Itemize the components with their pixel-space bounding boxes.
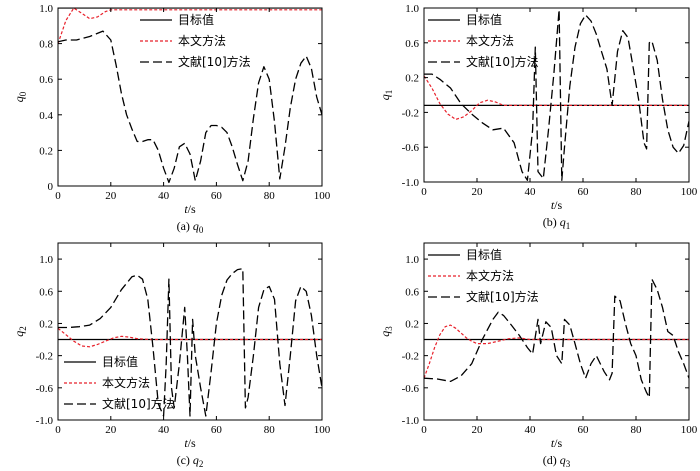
- x-axis-label: t/s: [184, 436, 196, 450]
- y-tick-label: 0.2: [405, 73, 419, 85]
- series-line-q0-2: [58, 30, 322, 184]
- legend-label: 目标值: [466, 12, 502, 27]
- series-line-q3-2: [424, 278, 689, 399]
- y-tick-label: -1.0: [402, 177, 420, 189]
- y-tick-label: -0.2: [36, 351, 53, 363]
- x-tick-label: 40: [158, 190, 170, 202]
- legend-label: 本文方法: [466, 268, 514, 283]
- y-tick-label: 0.6: [405, 286, 419, 298]
- legend-label: 目标值: [178, 12, 214, 27]
- y-tick-label: -0.2: [402, 107, 419, 119]
- series-line-q0-1: [58, 8, 322, 44]
- x-tick-label: 80: [264, 424, 276, 436]
- x-tick-label: 0: [55, 190, 61, 202]
- y-axis-label: q2: [12, 326, 28, 337]
- x-tick-label: 60: [578, 186, 590, 198]
- y-tick-label: 1.0: [405, 254, 419, 266]
- x-tick-label: 100: [681, 186, 698, 198]
- x-tick-label: 20: [105, 424, 117, 436]
- x-tick-label: 100: [314, 190, 331, 202]
- subplot-caption: (d) q3: [543, 453, 571, 469]
- y-tick-label: 0.2: [39, 318, 53, 330]
- legend-label: 本文方法: [178, 33, 226, 48]
- subplot-q3: 0 20 40 60 80 100 -1.0 -0.6 -0.2 0.2 0.6 1.0 t/s q3 (d…: [378, 242, 698, 469]
- x-tick-label: 60: [578, 424, 590, 436]
- x-tick-label: 0: [55, 424, 61, 436]
- legend-label: 本文方法: [102, 375, 150, 390]
- y-tick-label: 1.0: [39, 3, 53, 15]
- x-tick-label: 60: [211, 424, 223, 436]
- x-tick-label: 40: [525, 424, 537, 436]
- y-axis-label: q0: [12, 91, 28, 102]
- y-tick-label: 0.6: [39, 286, 53, 298]
- x-tick-label: 80: [631, 186, 643, 198]
- x-tick-label: 100: [681, 424, 698, 436]
- y-tick-label: 0.6: [39, 74, 53, 86]
- x-tick-label: 20: [105, 190, 117, 202]
- y-axis-label: q3: [378, 326, 394, 337]
- series-group: [58, 268, 322, 417]
- y-tick-label: 0.8: [39, 39, 53, 51]
- subplot-caption: (a) q0: [177, 219, 204, 235]
- series-line-q1-2: [424, 9, 689, 181]
- legend-label: 本文方法: [466, 33, 514, 48]
- series-line-q2-1: [58, 327, 322, 348]
- series-group: [424, 278, 689, 399]
- legend-label: 目标值: [466, 247, 502, 262]
- x-tick-label: 20: [472, 186, 484, 198]
- x-tick-label: 20: [472, 424, 484, 436]
- x-axis-label: t/s: [184, 202, 196, 216]
- y-tick-label: -1.0: [402, 415, 420, 427]
- legend-label: 文献[10]方法: [466, 54, 539, 69]
- y-tick-label: 1.0: [39, 254, 53, 266]
- series-group: [58, 8, 322, 184]
- series-line-q3-1: [424, 324, 689, 379]
- legend-label: 文献[10]方法: [178, 54, 251, 69]
- subplot-q0: 0 20 40 60 80 100 0 0.2 0.4 0.6 0.8 1.0 t/s q0 (a) q0 目…: [12, 3, 331, 235]
- y-tick-label: 0.2: [405, 318, 419, 330]
- x-tick-label: 0: [421, 424, 427, 436]
- x-tick-label: 80: [631, 424, 643, 436]
- x-tick-label: 40: [525, 186, 537, 198]
- subplot-caption: (b) q1: [543, 215, 571, 231]
- subplot-caption: (c) q2: [177, 453, 204, 469]
- y-tick-label: 1.0: [405, 3, 419, 15]
- legend-label: 目标值: [102, 354, 138, 369]
- y-tick-label: 0.2: [39, 145, 53, 157]
- plot-frame: [57, 7, 323, 187]
- x-tick-label: 100: [314, 424, 331, 436]
- plot-frame: [423, 242, 690, 421]
- series-line-q1-1: [424, 75, 689, 121]
- x-tick-label: 0: [421, 186, 427, 198]
- x-tick-label: 80: [264, 190, 276, 202]
- y-axis-label: q1: [378, 90, 394, 101]
- legend-label: 文献[10]方法: [102, 396, 175, 411]
- y-tick-label: 0.4: [39, 110, 53, 122]
- subplot-q2: 0 20 40 60 80 100 -1.0 -0.6 -0.2 0.2 0.6 1.0 t/s q2 (c…: [12, 242, 331, 469]
- y-tick-label: 0: [48, 181, 54, 193]
- plot-frame: [57, 242, 323, 421]
- subplot-q1: 0 20 40 60 80 100 -1.0 -0.6 -0.2 0.2 0.6 1.0 t/s q1 (b…: [378, 3, 698, 231]
- legend-label: 文献[10]方法: [466, 289, 539, 304]
- y-tick-label: -0.6: [36, 383, 54, 395]
- x-tick-label: 40: [158, 424, 170, 436]
- x-axis-label: t/s: [551, 198, 563, 212]
- x-tick-label: 60: [211, 190, 223, 202]
- series-group: [424, 9, 689, 181]
- y-tick-label: -0.2: [402, 351, 419, 363]
- y-tick-label: -0.6: [402, 383, 420, 395]
- plot-frame: [423, 7, 690, 183]
- series-line-q2-2: [58, 268, 322, 417]
- y-tick-label: -0.6: [402, 142, 420, 154]
- x-axis-label: t/s: [551, 436, 563, 450]
- y-tick-label: 0.6: [405, 38, 419, 50]
- y-tick-label: -1.0: [36, 415, 54, 427]
